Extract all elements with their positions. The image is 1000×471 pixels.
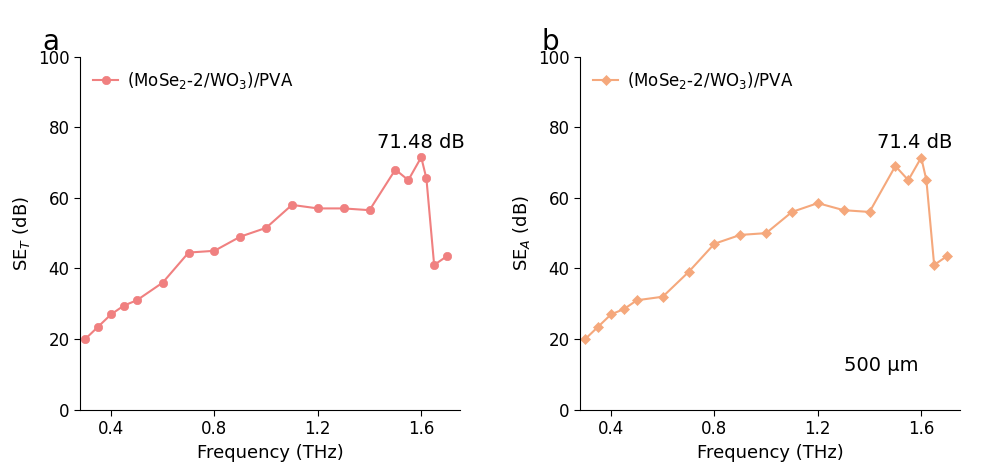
(MoSe$_2$-2/WO$_3$)/PVA: [208, 248, 220, 253]
(MoSe$_2$-2/WO$_3$)/PVA: [428, 262, 440, 268]
(MoSe$_2$-2/WO$_3$)/PVA: [928, 262, 940, 268]
Y-axis label: SE$_{T}$ (dB): SE$_{T}$ (dB): [11, 195, 32, 271]
(MoSe$_2$-2/WO$_3$)/PVA: [683, 269, 695, 275]
(MoSe$_2$-2/WO$_3$)/PVA: [889, 163, 901, 169]
(MoSe$_2$-2/WO$_3$)/PVA: [864, 209, 876, 215]
(MoSe$_2$-2/WO$_3$)/PVA: [441, 253, 453, 259]
(MoSe$_2$-2/WO$_3$)/PVA: [812, 200, 824, 206]
(MoSe$_2$-2/WO$_3$)/PVA: [420, 176, 432, 181]
(MoSe$_2$-2/WO$_3$)/PVA: [734, 232, 746, 238]
(MoSe$_2$-2/WO$_3$)/PVA: [760, 230, 772, 236]
(MoSe$_2$-2/WO$_3$)/PVA: [157, 280, 169, 285]
(MoSe$_2$-2/WO$_3$)/PVA: [105, 312, 117, 317]
(MoSe$_2$-2/WO$_3$)/PVA: [402, 177, 414, 183]
Line: (MoSe$_2$-2/WO$_3$)/PVA: (MoSe$_2$-2/WO$_3$)/PVA: [582, 154, 951, 342]
(MoSe$_2$-2/WO$_3$)/PVA: [902, 177, 914, 183]
(MoSe$_2$-2/WO$_3$)/PVA: [915, 154, 927, 160]
Text: 500 μm: 500 μm: [844, 356, 918, 375]
X-axis label: Frequency (THz): Frequency (THz): [697, 444, 843, 462]
(MoSe$_2$-2/WO$_3$)/PVA: [708, 241, 720, 247]
Legend: (MoSe$_2$-2/WO$_3$)/PVA: (MoSe$_2$-2/WO$_3$)/PVA: [588, 65, 798, 96]
Legend: (MoSe$_2$-2/WO$_3$)/PVA: (MoSe$_2$-2/WO$_3$)/PVA: [88, 65, 298, 96]
(MoSe$_2$-2/WO$_3$)/PVA: [605, 312, 617, 317]
(MoSe$_2$-2/WO$_3$)/PVA: [183, 250, 195, 255]
(MoSe$_2$-2/WO$_3$)/PVA: [286, 202, 298, 208]
Y-axis label: SE$_{A}$ (dB): SE$_{A}$ (dB): [511, 195, 532, 271]
X-axis label: Frequency (THz): Frequency (THz): [197, 444, 343, 462]
Text: 71.4 dB: 71.4 dB: [877, 133, 953, 152]
(MoSe$_2$-2/WO$_3$)/PVA: [312, 205, 324, 211]
(MoSe$_2$-2/WO$_3$)/PVA: [592, 324, 604, 330]
(MoSe$_2$-2/WO$_3$)/PVA: [838, 207, 850, 213]
Text: a: a: [42, 28, 59, 56]
(MoSe$_2$-2/WO$_3$)/PVA: [338, 205, 350, 211]
(MoSe$_2$-2/WO$_3$)/PVA: [631, 298, 643, 303]
(MoSe$_2$-2/WO$_3$)/PVA: [920, 177, 932, 183]
(MoSe$_2$-2/WO$_3$)/PVA: [786, 209, 798, 215]
(MoSe$_2$-2/WO$_3$)/PVA: [364, 207, 376, 213]
(MoSe$_2$-2/WO$_3$)/PVA: [657, 294, 669, 300]
(MoSe$_2$-2/WO$_3$)/PVA: [260, 225, 272, 231]
(MoSe$_2$-2/WO$_3$)/PVA: [131, 298, 143, 303]
(MoSe$_2$-2/WO$_3$)/PVA: [415, 154, 427, 160]
(MoSe$_2$-2/WO$_3$)/PVA: [941, 253, 953, 259]
Text: b: b: [542, 28, 560, 56]
(MoSe$_2$-2/WO$_3$)/PVA: [389, 167, 401, 172]
(MoSe$_2$-2/WO$_3$)/PVA: [579, 336, 591, 342]
(MoSe$_2$-2/WO$_3$)/PVA: [79, 336, 91, 342]
(MoSe$_2$-2/WO$_3$)/PVA: [92, 324, 104, 330]
(MoSe$_2$-2/WO$_3$)/PVA: [118, 303, 130, 309]
(MoSe$_2$-2/WO$_3$)/PVA: [618, 306, 630, 312]
Text: 71.48 dB: 71.48 dB: [377, 133, 465, 152]
Line: (MoSe$_2$-2/WO$_3$)/PVA: (MoSe$_2$-2/WO$_3$)/PVA: [81, 153, 451, 343]
(MoSe$_2$-2/WO$_3$)/PVA: [234, 234, 246, 239]
